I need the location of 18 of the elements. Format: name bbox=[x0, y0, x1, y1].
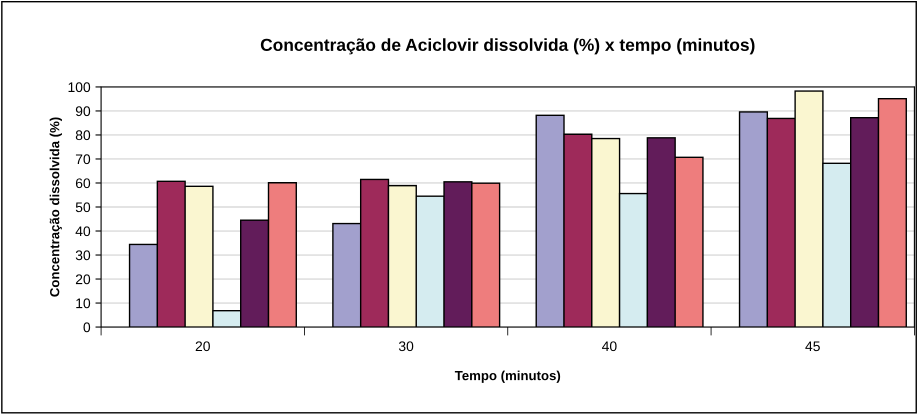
x-tick-label: 45 bbox=[805, 341, 820, 352]
y-tick-label: 0 bbox=[83, 322, 90, 332]
x-tick-label: 20 bbox=[196, 341, 210, 352]
x-axis-title: Tempo (minutos) bbox=[454, 370, 560, 383]
y-tick-label: 10 bbox=[76, 298, 90, 308]
y-axis-title: Concentração dissolvida (%) bbox=[50, 117, 62, 297]
y-tick-label: 90 bbox=[76, 106, 90, 116]
x-tick-label: 30 bbox=[398, 341, 414, 352]
y-tick-label: 70 bbox=[76, 154, 90, 164]
y-tick-label: 80 bbox=[76, 130, 90, 140]
y-tick-label: 60 bbox=[76, 178, 90, 188]
y-tick-label: 100 bbox=[68, 82, 90, 92]
y-tick-label: 30 bbox=[76, 250, 90, 260]
y-tick-label: 40 bbox=[76, 226, 90, 236]
y-tick-label: 50 bbox=[76, 202, 90, 212]
x-tick-label: 40 bbox=[602, 341, 617, 352]
y-tick-label: 20 bbox=[76, 274, 90, 284]
chart-title: Concentração de Aciclovir dissolvida (%) x tempo (minutos) bbox=[260, 38, 754, 54]
